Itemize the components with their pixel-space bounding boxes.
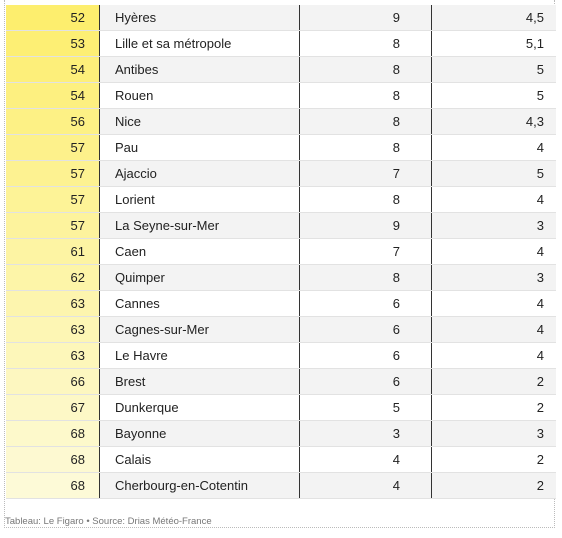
rank-cell: 68 [6, 447, 100, 472]
city-cell: Lorient [100, 187, 300, 212]
city-cell: Antibes [100, 57, 300, 82]
table-row: 63 Le Havre 6 4 [6, 343, 556, 369]
value-b-cell: 2 [536, 452, 544, 467]
rank-cell: 57 [6, 135, 100, 160]
city-cell: Brest [100, 369, 300, 394]
city-cell: Cagnes-sur-Mer [100, 317, 300, 342]
value-b-cell: 4,3 [525, 114, 544, 129]
table-row: 57 Pau 8 4 [6, 135, 556, 161]
value-b-cell: 2 [536, 478, 544, 493]
value-b-cell: 4,5 [525, 10, 544, 25]
table-row: 53 Lille et sa métropole 8 5,1 [6, 31, 556, 57]
rank-cell: 61 [6, 239, 100, 264]
value-a-cell: 6 [300, 317, 432, 342]
value-a-cell: 8 [300, 265, 432, 290]
rank-cell: 67 [6, 395, 100, 420]
value-b-cell: 2 [536, 374, 544, 389]
value-a-cell: 6 [300, 343, 432, 368]
value-a-cell: 9 [300, 213, 432, 238]
rank-cell: 52 [6, 5, 100, 30]
rank-cell: 63 [6, 291, 100, 316]
city-cell: La Seyne-sur-Mer [100, 213, 300, 238]
table-row: 66 Brest 6 2 [6, 369, 556, 395]
city-cell: Pau [100, 135, 300, 160]
city-cell: Dunkerque [100, 395, 300, 420]
value-a-cell: 5 [300, 395, 432, 420]
value-b-cell: 4 [536, 322, 544, 337]
value-a-cell: 6 [300, 291, 432, 316]
city-cell: Lille et sa métropole [100, 31, 300, 56]
value-b-cell: 4 [536, 348, 544, 363]
value-b-cell: 4 [536, 192, 544, 207]
value-b-cell: 5 [536, 88, 544, 103]
value-a-cell: 3 [300, 421, 432, 446]
city-cell: Bayonne [100, 421, 300, 446]
rank-cell: 54 [6, 57, 100, 82]
rank-cell: 63 [6, 343, 100, 368]
city-cell: Caen [100, 239, 300, 264]
table-row: 57 Ajaccio 7 5 [6, 161, 556, 187]
value-a-cell: 8 [300, 135, 432, 160]
city-cell: Ajaccio [100, 161, 300, 186]
rank-cell: 68 [6, 473, 100, 498]
table-row: 68 Calais 4 2 [6, 447, 556, 473]
table-row: 57 La Seyne-sur-Mer 9 3 [6, 213, 556, 239]
table-row: 63 Cagnes-sur-Mer 6 4 [6, 317, 556, 343]
value-a-cell: 8 [300, 57, 432, 82]
city-cell: Hyères [100, 5, 300, 30]
value-b-cell: 3 [536, 218, 544, 233]
rank-cell: 68 [6, 421, 100, 446]
value-a-cell: 8 [300, 109, 432, 134]
city-cell: Cherbourg-en-Cotentin [100, 473, 300, 498]
value-a-cell: 9 [300, 5, 432, 30]
value-a-cell: 8 [300, 83, 432, 108]
table-row: 68 Cherbourg-en-Cotentin 4 2 [6, 473, 556, 499]
rank-cell: 57 [6, 161, 100, 186]
rank-cell: 66 [6, 369, 100, 394]
table-row: 52 Hyères 9 4,5 [6, 5, 556, 31]
city-cell: Le Havre [100, 343, 300, 368]
value-a-cell: 4 [300, 447, 432, 472]
table-row: 68 Bayonne 3 3 [6, 421, 556, 447]
table-row: 61 Caen 7 4 [6, 239, 556, 265]
city-cell: Nice [100, 109, 300, 134]
source-note: Tableau: Le Figaro • Source: Drias Météo… [5, 516, 212, 527]
value-b-cell: 4 [536, 244, 544, 259]
city-cell: Calais [100, 447, 300, 472]
value-a-cell: 7 [300, 161, 432, 186]
city-cell: Rouen [100, 83, 300, 108]
table-row: 56 Nice 8 4,3 [6, 109, 556, 135]
value-b-cell: 2 [536, 400, 544, 415]
rank-cell: 54 [6, 83, 100, 108]
value-b-cell: 3 [536, 426, 544, 441]
value-b-cell: 3 [536, 270, 544, 285]
value-a-cell: 8 [300, 187, 432, 212]
city-cell: Quimper [100, 265, 300, 290]
rank-cell: 62 [6, 265, 100, 290]
value-b-cell: 5 [536, 166, 544, 181]
value-a-cell: 8 [300, 31, 432, 56]
rank-cell: 57 [6, 213, 100, 238]
value-a-cell: 6 [300, 369, 432, 394]
value-b-cell: 5,1 [525, 36, 544, 51]
table-row: 63 Cannes 6 4 [6, 291, 556, 317]
rank-cell: 63 [6, 317, 100, 342]
table-row: 67 Dunkerque 5 2 [6, 395, 556, 421]
table-row: 54 Antibes 8 5 [6, 57, 556, 83]
value-b-cell: 5 [536, 62, 544, 77]
table-row: 54 Rouen 8 5 [6, 83, 556, 109]
value-a-cell: 4 [300, 473, 432, 498]
rank-cell: 53 [6, 31, 100, 56]
rank-cell: 56 [6, 109, 100, 134]
value-b-cell: 4 [536, 296, 544, 311]
table-row: 62 Quimper 8 3 [6, 265, 556, 291]
value-a-cell: 7 [300, 239, 432, 264]
rank-cell: 57 [6, 187, 100, 212]
table-row: 57 Lorient 8 4 [6, 187, 556, 213]
value-b-cell: 4 [536, 140, 544, 155]
city-cell: Cannes [100, 291, 300, 316]
